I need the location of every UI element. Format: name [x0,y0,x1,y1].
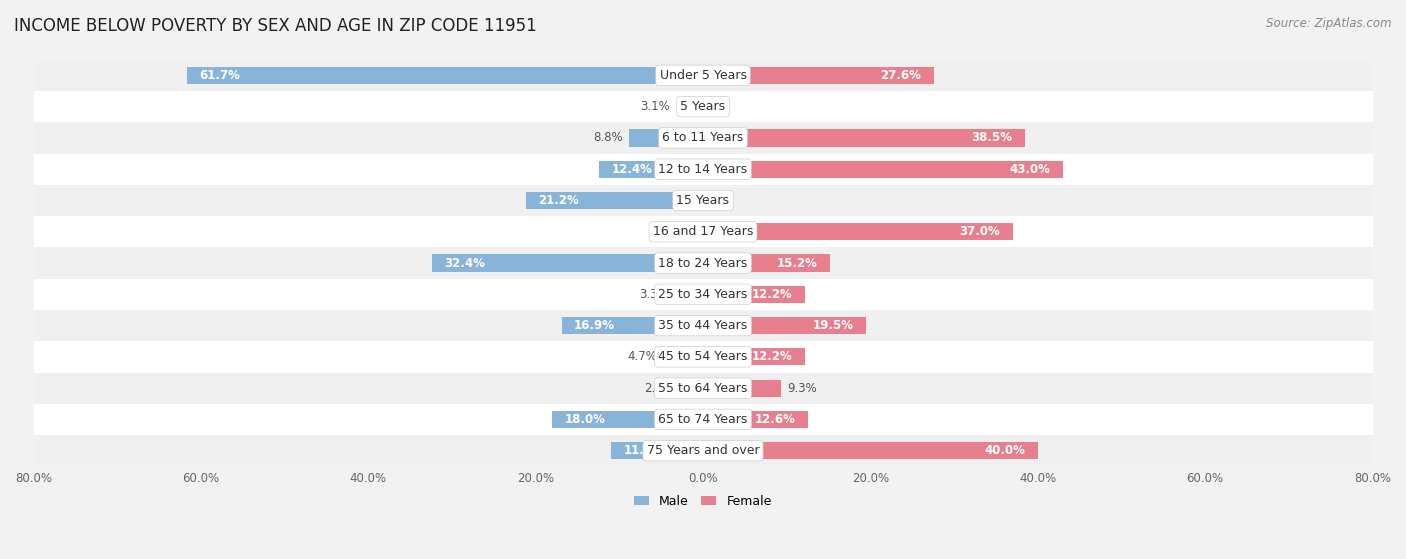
Bar [703,160,1063,178]
Bar [432,254,703,272]
Bar [34,372,1372,404]
Bar [703,442,1038,459]
Bar [703,67,934,84]
Bar [34,122,1372,154]
Text: INCOME BELOW POVERTY BY SEX AND AGE IN ZIP CODE 11951: INCOME BELOW POVERTY BY SEX AND AGE IN Z… [14,17,537,35]
Bar [703,223,1012,240]
Text: 65 to 74 Years: 65 to 74 Years [658,413,748,426]
Text: 12.2%: 12.2% [752,350,793,363]
Text: 75 Years and over: 75 Years and over [647,444,759,457]
Bar [703,317,866,334]
Bar [681,380,703,397]
Bar [34,216,1372,248]
Bar [703,380,780,397]
Bar [34,60,1372,91]
Text: 37.0%: 37.0% [959,225,1000,238]
Bar [526,192,703,209]
Text: 35 to 44 Years: 35 to 44 Years [658,319,748,332]
Text: 18 to 24 Years: 18 to 24 Years [658,257,748,269]
Legend: Male, Female: Male, Female [630,490,776,513]
Text: 43.0%: 43.0% [1010,163,1050,176]
Text: 21.2%: 21.2% [538,194,579,207]
Bar [34,404,1372,435]
Bar [553,411,703,428]
Bar [699,223,703,240]
Text: Source: ZipAtlas.com: Source: ZipAtlas.com [1267,17,1392,30]
Text: 3.3%: 3.3% [640,288,669,301]
Text: 45 to 54 Years: 45 to 54 Years [658,350,748,363]
Text: 8.8%: 8.8% [593,131,623,144]
Text: 18.0%: 18.0% [565,413,606,426]
Text: 12 to 14 Years: 12 to 14 Years [658,163,748,176]
Bar [599,160,703,178]
Bar [187,67,703,84]
Bar [612,442,703,459]
Bar [561,317,703,334]
Text: 6 to 11 Years: 6 to 11 Years [662,131,744,144]
Text: 16.9%: 16.9% [574,319,614,332]
Text: 4.7%: 4.7% [627,350,657,363]
Bar [703,254,830,272]
Text: 15.2%: 15.2% [776,257,818,269]
Text: 11.0%: 11.0% [623,444,664,457]
Bar [34,248,1372,279]
Bar [703,411,808,428]
Bar [34,154,1372,185]
Text: 0.54%: 0.54% [655,225,692,238]
Text: 2.7%: 2.7% [644,382,673,395]
Text: 40.0%: 40.0% [984,444,1025,457]
Text: 12.4%: 12.4% [612,163,652,176]
Bar [34,91,1372,122]
Text: 12.2%: 12.2% [752,288,793,301]
Bar [34,341,1372,372]
Text: 25 to 34 Years: 25 to 34 Years [658,288,748,301]
Text: 3.1%: 3.1% [641,100,671,113]
Bar [34,279,1372,310]
Text: Under 5 Years: Under 5 Years [659,69,747,82]
Text: 32.4%: 32.4% [444,257,485,269]
Text: 12.6%: 12.6% [755,413,796,426]
Bar [703,348,806,366]
Text: 15 Years: 15 Years [676,194,730,207]
Text: 16 and 17 Years: 16 and 17 Years [652,225,754,238]
Text: 61.7%: 61.7% [200,69,240,82]
Bar [678,98,703,115]
Text: 9.3%: 9.3% [787,382,817,395]
Bar [675,286,703,303]
Bar [664,348,703,366]
Bar [703,129,1025,146]
Bar [34,185,1372,216]
Text: 38.5%: 38.5% [972,131,1012,144]
Text: 5 Years: 5 Years [681,100,725,113]
Bar [630,129,703,146]
Bar [34,310,1372,341]
Bar [703,286,806,303]
Bar [34,435,1372,466]
Text: 19.5%: 19.5% [813,319,853,332]
Text: 27.6%: 27.6% [880,69,921,82]
Text: 55 to 64 Years: 55 to 64 Years [658,382,748,395]
